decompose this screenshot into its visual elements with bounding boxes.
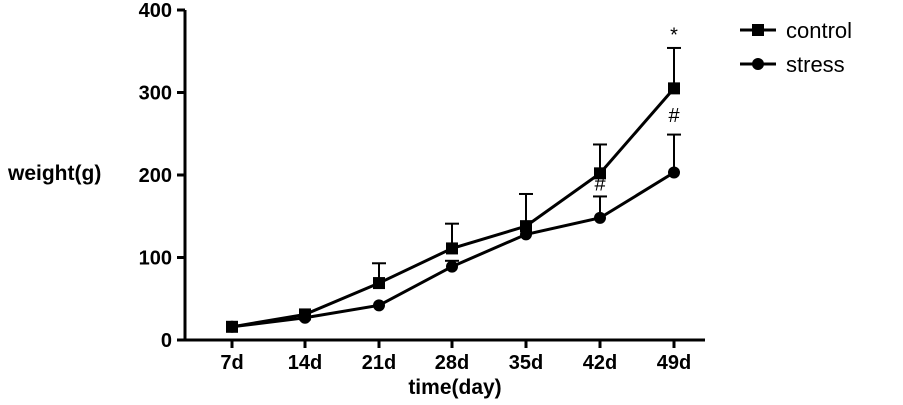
x-tick-label: 21d <box>362 352 396 374</box>
data-point-circle <box>299 311 311 324</box>
y-axis-label: weight(g) <box>7 162 101 185</box>
legend-item-stress: stress <box>740 52 845 77</box>
data-point-square <box>668 82 680 95</box>
y-tick-label: 0 <box>161 330 172 352</box>
legend-marker-square <box>752 24 764 36</box>
series-control <box>226 46 681 333</box>
data-point-circle <box>373 299 385 312</box>
data-point-circle <box>594 211 606 224</box>
significance-marker: # <box>594 174 606 196</box>
legend-label: stress <box>786 52 845 77</box>
data-point-circle <box>226 320 238 333</box>
y-tick-label: 400 <box>139 0 172 22</box>
data-point-square <box>446 242 458 255</box>
legend-marker-circle <box>752 58 764 70</box>
x-tick-label: 35d <box>509 352 543 374</box>
data-point-square <box>594 167 606 180</box>
y-tick-label: 300 <box>139 83 172 105</box>
x-tick-label: 7d <box>220 352 243 374</box>
x-tick-label: 49d <box>657 352 691 374</box>
y-tick-label: 200 <box>139 165 172 187</box>
series-layer <box>226 46 681 333</box>
x-axis-label: time(day) <box>408 376 501 399</box>
x-tick-label: 28d <box>435 352 469 374</box>
annotations: * # # <box>594 24 680 195</box>
significance-marker: # <box>668 105 680 127</box>
legend-label: control <box>786 18 852 43</box>
series-stress <box>226 133 681 333</box>
data-point-square <box>373 277 385 290</box>
data-point-circle <box>446 260 458 273</box>
series-line-control <box>231 87 676 329</box>
axes: 0 100 200 300 400 7d 14d 21d 28d 35d 42d 49d <box>139 0 705 374</box>
legend: control stress <box>740 18 852 77</box>
x-tick-label: 14d <box>288 352 322 374</box>
data-point-circle <box>668 166 680 179</box>
data-point-circle <box>520 228 532 241</box>
significance-marker: * <box>670 24 678 46</box>
x-tick-label: 42d <box>583 352 617 374</box>
data-point-square <box>520 220 532 233</box>
legend-item-control: control <box>740 18 852 43</box>
y-tick-label: 100 <box>139 248 172 270</box>
